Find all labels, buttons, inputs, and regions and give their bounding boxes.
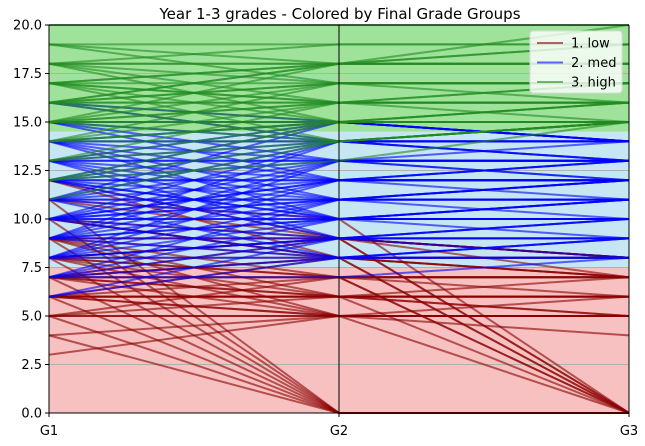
y-tick-label-3: 7.5 (21, 261, 42, 276)
y-tick-labels: 0.0 2.5 5.0 7.5 10.0 12.5 15.0 17.5 20.0 (13, 19, 49, 422)
x-tick-label-2: G3 (620, 424, 638, 439)
legend-label-2: 2. med (571, 56, 616, 71)
y-tick-label-0: 0.0 (21, 407, 42, 422)
legend-label-3: 3. high (571, 76, 616, 91)
x-tick-labels: G1 G2 G3 (40, 413, 638, 439)
chart-title: Year 1-3 grades - Colored by Final Grade… (158, 5, 520, 23)
y-tick-label-2: 5.0 (21, 310, 42, 325)
y-tick-label-7: 17.5 (13, 67, 42, 82)
y-tick-label-8: 20.0 (13, 19, 42, 34)
y-tick-label-5: 12.5 (13, 164, 42, 179)
y-tick-label-4: 10.0 (13, 213, 42, 228)
x-tick-label-0: G1 (40, 424, 58, 439)
legend-box (529, 30, 623, 94)
legend: 1. low 2. med 3. high (529, 30, 623, 94)
y-tick-label-1: 2.5 (21, 358, 42, 373)
legend-label-1: 1. low (571, 37, 610, 52)
x-tick-label-1: G2 (330, 424, 348, 439)
y-tick-label-6: 15.0 (13, 116, 42, 131)
